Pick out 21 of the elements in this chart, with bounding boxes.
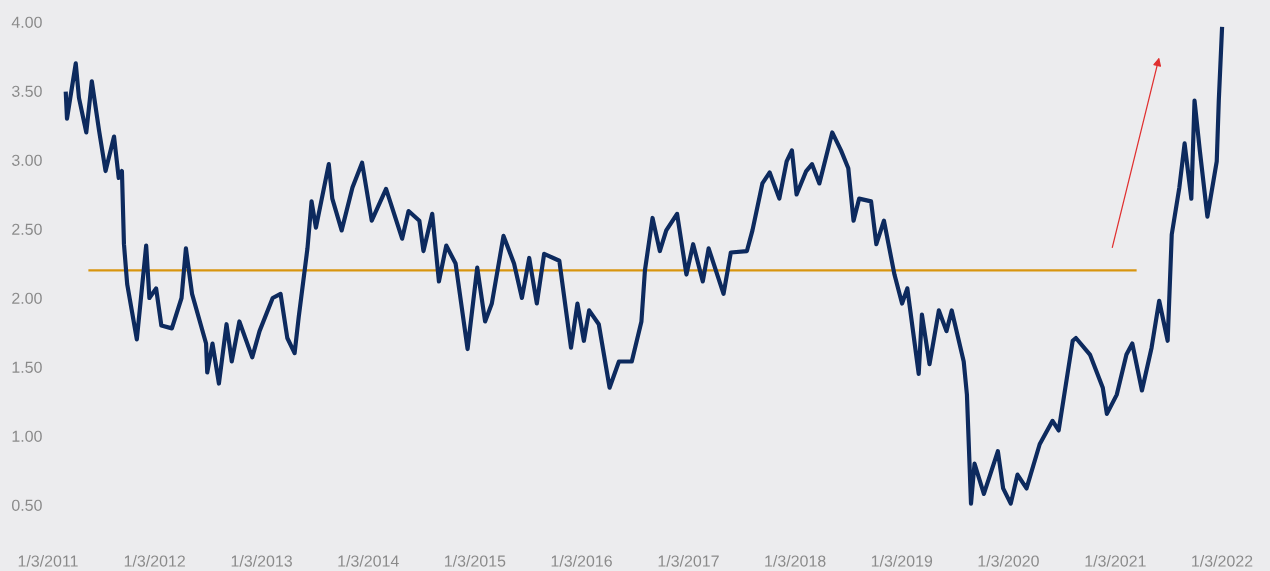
x-tick-label: 1/3/2015 (445, 555, 506, 567)
x-tick-label: 1/3/2014 (338, 555, 399, 567)
y-tick-label: 1.00 (12, 430, 42, 442)
y-tick-label: 3.50 (11, 85, 42, 97)
x-tick-label: 1/3/2017 (658, 555, 719, 567)
x-tick-label: 1/3/2018 (765, 555, 826, 567)
x-tick-label: 1/3/2021 (1085, 555, 1146, 567)
x-tick-label: 1/3/2011 (18, 555, 78, 567)
x-tick-label: 1/3/2019 (871, 555, 933, 567)
x-tick-label: 1/3/2016 (551, 555, 612, 567)
x-tick-label: 1/3/2020 (978, 555, 1039, 567)
y-tick-label: 2.50 (12, 223, 42, 235)
x-tick-label: 1/3/2022 (1192, 555, 1253, 567)
y-tick-label: 0.50 (11, 499, 42, 511)
line-series (63, 26, 1225, 506)
x-tick-label: 1/3/2013 (231, 555, 292, 567)
y-tick-label: 3.00 (11, 154, 42, 166)
x-tick-label: 1/3/2012 (124, 555, 185, 567)
y-tick-label: 4.00 (11, 16, 42, 28)
y-tick-label: 2.00 (12, 292, 42, 304)
y-tick-label: 1.50 (12, 361, 42, 373)
